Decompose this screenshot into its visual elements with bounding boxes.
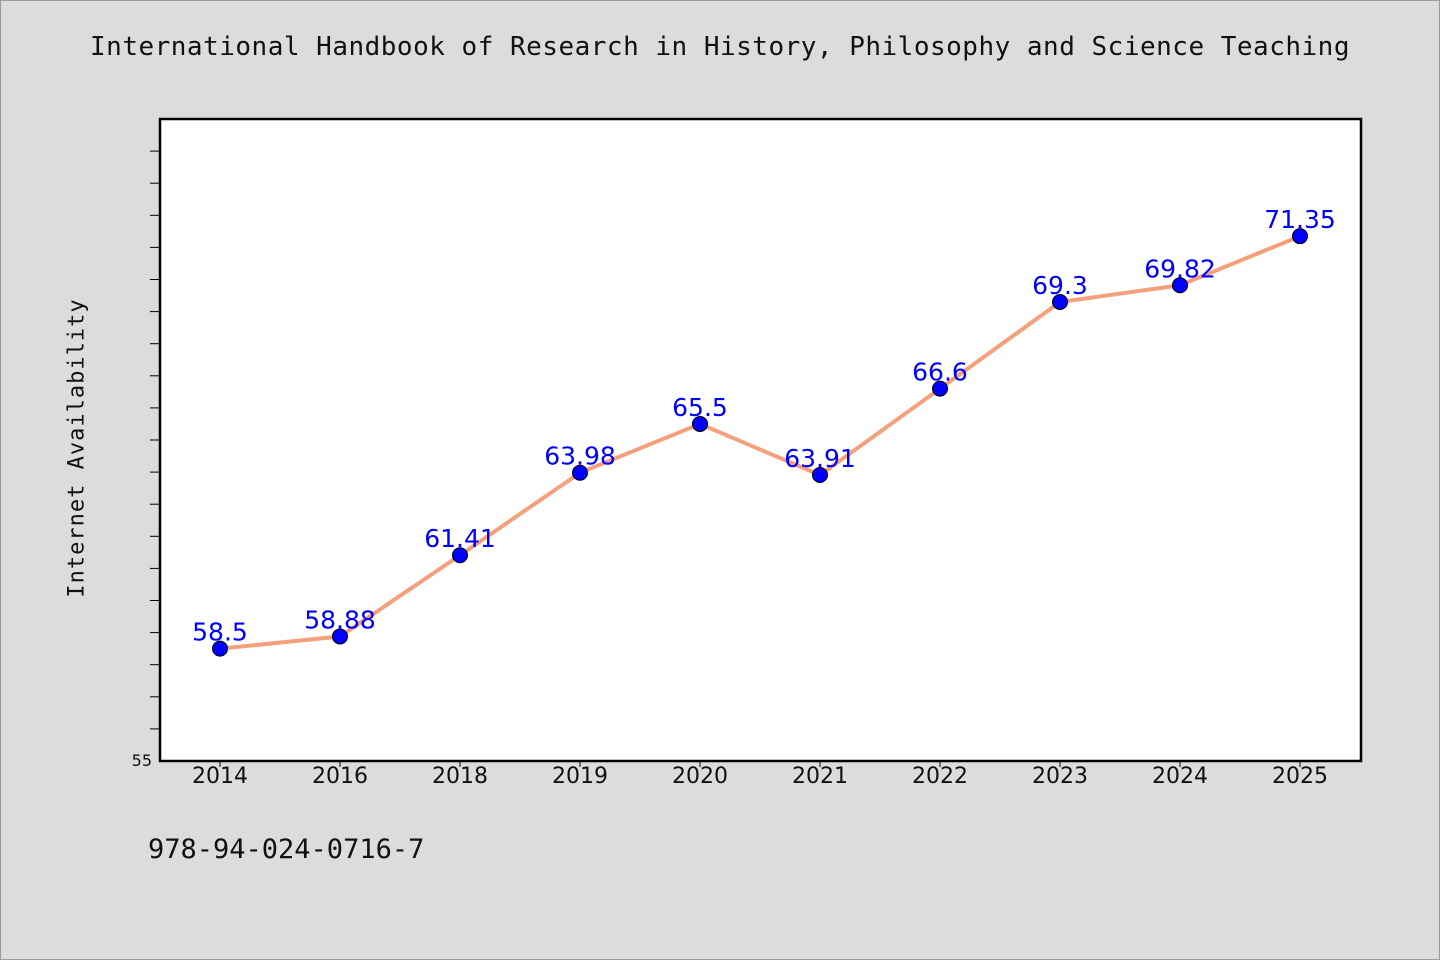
- x-tick-label: 2024: [1152, 764, 1208, 789]
- y-tick-label: 55: [132, 751, 152, 770]
- data-labels: 58.5 58.88 61.41 63.98 65.5 63.91 66.6 69.3 69.8…: [192, 205, 1336, 646]
- y-axis-ticks: 55: [132, 150, 160, 770]
- x-tick-label: 2016: [312, 764, 368, 789]
- series-line: [219, 234, 1301, 651]
- data-label: 63.91: [784, 444, 856, 473]
- data-point: [332, 628, 348, 645]
- x-tick-label: 2023: [1032, 764, 1088, 789]
- x-tick-label: 2021: [792, 764, 848, 789]
- data-label: 58.88: [304, 605, 376, 634]
- data-label: 69.3: [1032, 271, 1088, 300]
- x-tick-label: 2020: [672, 764, 728, 789]
- data-point: [572, 464, 588, 481]
- series-line-group: [219, 234, 1301, 651]
- data-point: [1172, 277, 1188, 294]
- data-label: 71.35: [1264, 205, 1336, 234]
- x-axis-labels: 2014 2016 2018 2019 2020 2021 2022 2023 2024 2025: [192, 761, 1328, 789]
- data-label: 58.5: [192, 618, 248, 647]
- data-point: [1292, 228, 1308, 245]
- data-point: [692, 415, 708, 432]
- footer-code: 978-94-024-0716-7: [148, 834, 425, 865]
- data-point: [212, 640, 228, 657]
- data-label: 69.82: [1144, 254, 1216, 283]
- plot-area: [158, 117, 1363, 763]
- data-point: [1052, 293, 1068, 310]
- x-tick-label: 2025: [1272, 764, 1328, 789]
- x-tick-label: 2022: [912, 764, 968, 789]
- x-tick-label: 2018: [432, 764, 488, 789]
- data-markers: [212, 228, 1308, 657]
- data-label: 65.5: [672, 393, 728, 422]
- data-label: 61.41: [424, 524, 496, 553]
- data-point: [932, 380, 948, 397]
- chart-title: International Handbook of Research in Hi…: [90, 32, 1350, 62]
- data-point: [452, 547, 468, 564]
- data-label: 63.98: [544, 442, 616, 471]
- data-label: 66.6: [912, 358, 968, 387]
- x-tick-label: 2019: [552, 764, 608, 789]
- x-tick-label: 2014: [192, 764, 248, 789]
- data-point: [812, 466, 828, 483]
